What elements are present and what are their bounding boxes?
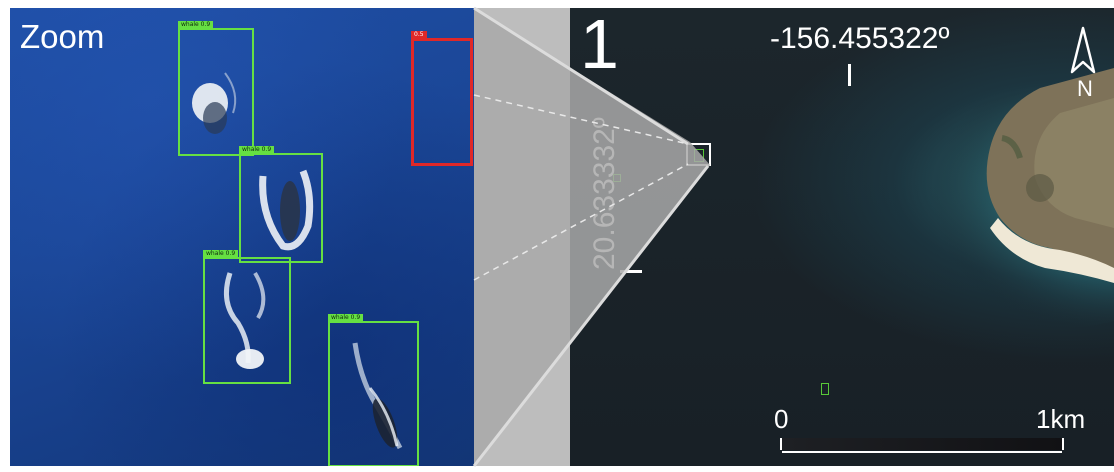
longitude-label: -156.455322º bbox=[770, 22, 950, 55]
detection-tag: whale 0.9 bbox=[239, 146, 275, 154]
false-positive-box: 0.5 bbox=[411, 31, 473, 166]
whale-shape bbox=[259, 169, 314, 251]
small-detection-mark bbox=[694, 149, 704, 162]
detection-tag: whale 0.9 bbox=[203, 250, 239, 258]
panel-number: 1 bbox=[580, 8, 619, 83]
scale-end-label: 1km bbox=[1036, 404, 1086, 434]
scale-start-label: 0 bbox=[774, 404, 789, 434]
whale-shape bbox=[223, 271, 266, 369]
zoom-target-box bbox=[686, 143, 711, 166]
whale-detection-box: whale 0.9 bbox=[239, 146, 323, 263]
whale-detection-box: whale 0.9 bbox=[178, 21, 254, 156]
longitude-tick bbox=[848, 64, 851, 86]
small-detection-mark bbox=[821, 383, 829, 395]
map-panel: 1 -156.455322º 20.633332º N 0 1km bbox=[570, 8, 1114, 466]
detection-tag: whale 0.9 bbox=[178, 21, 214, 29]
small-detection-mark bbox=[613, 174, 621, 182]
whale-shape bbox=[192, 72, 237, 134]
zoom-panel: Zoom whale 0.9 whale 0.9 whale 0.9 whale… bbox=[10, 8, 474, 466]
whale-detection-box: whale 0.9 bbox=[203, 250, 291, 384]
scale-bar bbox=[780, 438, 1064, 453]
detection-tag: 0.5 bbox=[411, 31, 427, 39]
north-arrow-icon bbox=[1070, 26, 1096, 74]
coastline-land bbox=[900, 68, 1114, 328]
detection-tag: whale 0.9 bbox=[328, 314, 364, 322]
whale-detection-box: whale 0.9 bbox=[328, 314, 419, 466]
zoom-label: Zoom bbox=[20, 18, 105, 55]
latitude-label: 20.633332º bbox=[588, 117, 621, 270]
whale-shape bbox=[352, 342, 403, 450]
latitude-tick bbox=[620, 270, 642, 273]
north-label: N bbox=[1077, 76, 1093, 101]
